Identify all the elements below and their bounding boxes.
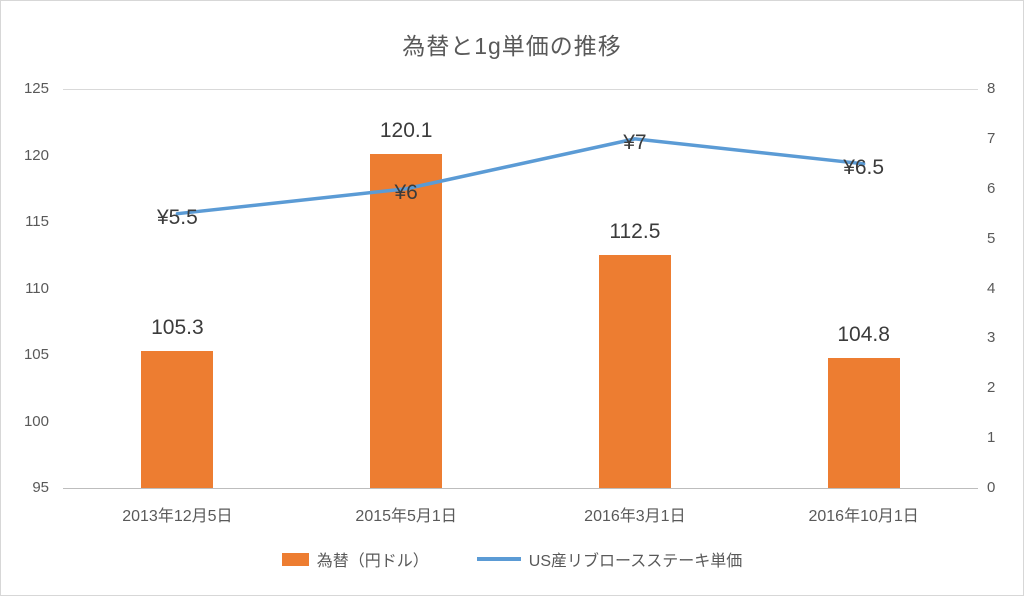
y-axis-tick-left: 95 bbox=[32, 479, 49, 496]
y-axis-tick-right: 4 bbox=[987, 279, 996, 297]
x-axis-category: 2016年10月1日 bbox=[808, 508, 919, 525]
legend-item-steak-price: US産リブロースステーキ単価 bbox=[476, 547, 743, 571]
gridline-top bbox=[63, 88, 978, 90]
y-axis-tick-right: 7 bbox=[987, 129, 996, 147]
y-axis-tick-right: 8 bbox=[987, 80, 996, 97]
bar-value-label: 105.3 bbox=[151, 316, 204, 339]
chart-title: 為替と1g単価の推移 bbox=[402, 33, 622, 59]
line-value-label: ¥6.5 bbox=[843, 155, 885, 179]
line-value-label: ¥7 bbox=[623, 130, 647, 154]
bar-2013年12月5日 bbox=[141, 351, 214, 488]
bar-value-label: 112.5 bbox=[609, 220, 661, 244]
bar-value-label: 120.1 bbox=[379, 119, 433, 143]
line-value-label: ¥5.5 bbox=[156, 205, 198, 229]
legend-label-exchange-rate: 為替（円ドル） bbox=[316, 553, 429, 570]
x-axis-category: 2016年3月1日 bbox=[584, 508, 686, 525]
bar-value-label: 104.8 bbox=[837, 322, 890, 346]
bar-2016年10月1日 bbox=[827, 357, 900, 488]
y-axis-tick-left: 125 bbox=[23, 80, 49, 97]
legend-item-exchange-rate: 為替（円ドル） bbox=[281, 547, 429, 571]
y-axis-tick-right: 5 bbox=[987, 229, 996, 247]
legend-label-steak-price: US産リブロースステーキ単価 bbox=[528, 553, 743, 570]
x-axis-line bbox=[63, 488, 978, 489]
bar-series-swatch bbox=[281, 552, 309, 566]
y-axis-tick-left: 110 bbox=[25, 279, 49, 297]
y-axis-tick-right: 2 bbox=[987, 379, 996, 397]
legend: 為替（円ドル） US産リブロースステーキ単価 bbox=[1, 547, 1023, 571]
bar-2016年3月1日 bbox=[598, 255, 671, 488]
y-axis-tick-right: 6 bbox=[987, 179, 996, 197]
line-series-swatch bbox=[476, 557, 521, 561]
y-axis-tick-right: 0 bbox=[987, 479, 996, 496]
x-axis-category: 2013年12月5日 bbox=[122, 508, 233, 525]
y-axis-tick-left: 120 bbox=[23, 146, 49, 164]
y-axis-tick-right: 3 bbox=[987, 329, 996, 347]
line-value-label: ¥6 bbox=[394, 180, 418, 204]
y-axis-tick-left: 105 bbox=[23, 346, 49, 363]
y-axis-tick-right: 1 bbox=[987, 429, 996, 447]
y-axis-tick-left: 115 bbox=[25, 213, 49, 230]
y-axis-tick-left: 100 bbox=[23, 412, 49, 430]
x-axis-category: 2015年5月1日 bbox=[355, 508, 457, 525]
